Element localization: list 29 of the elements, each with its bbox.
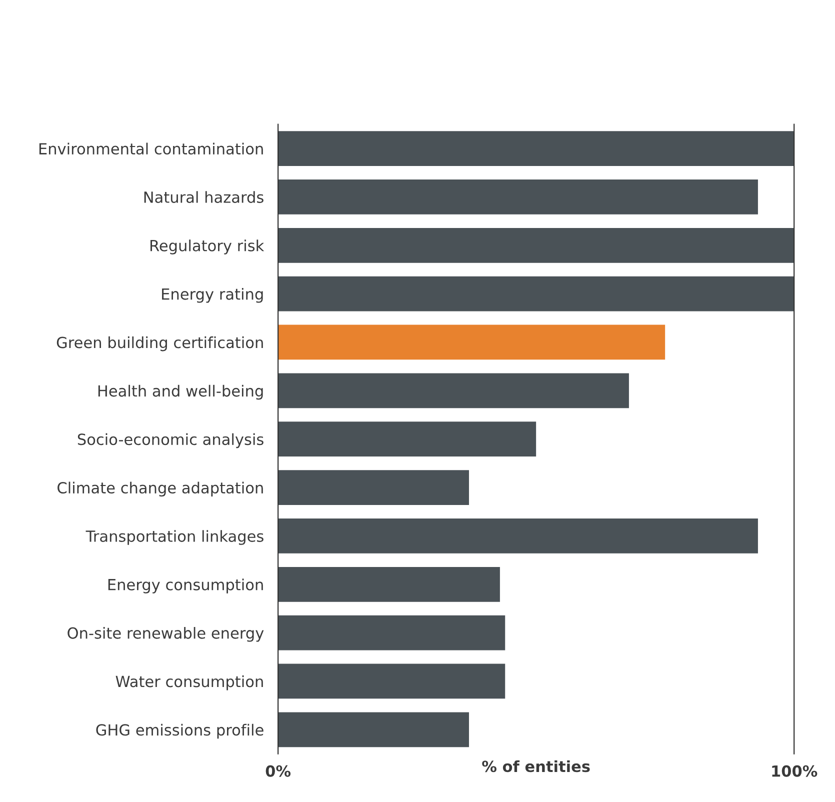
y-tick-label: Regulatory risk xyxy=(150,240,264,254)
bar xyxy=(278,324,666,360)
bar xyxy=(278,180,758,214)
bar xyxy=(278,470,469,505)
y-tick-label: Environmental contamination xyxy=(39,142,263,155)
x-tick-label: 0% xyxy=(266,765,291,777)
bar xyxy=(278,131,794,166)
x-axis-title: % of entities xyxy=(482,760,590,772)
bar xyxy=(278,276,794,312)
y-tick-label: Energy consumption xyxy=(108,578,263,594)
bar xyxy=(278,712,469,748)
y-tick-label: Green building certification xyxy=(56,336,263,352)
bar xyxy=(278,422,536,457)
y-tick-label: GHG emissions profile xyxy=(96,724,264,739)
y-tick-label: Natural hazards xyxy=(144,191,264,203)
y-tick-label: Transportation linkages xyxy=(86,530,264,545)
x-tick-label: 100% xyxy=(772,765,818,777)
y-tick-label: Socio-economic analysis xyxy=(78,433,264,448)
y-tick-label: Climate change adaptation xyxy=(58,482,263,497)
bar xyxy=(278,518,758,554)
y-tick-label: Energy rating xyxy=(162,288,263,303)
bar xyxy=(278,373,629,408)
bar xyxy=(278,228,794,263)
y-tick-label: Health and well-being xyxy=(98,384,263,400)
bar xyxy=(278,615,506,650)
y-tick-label: Water consumption xyxy=(116,675,263,690)
bar xyxy=(278,664,506,699)
bar xyxy=(278,566,500,602)
y-tick-label: On-site renewable energy xyxy=(68,627,264,642)
